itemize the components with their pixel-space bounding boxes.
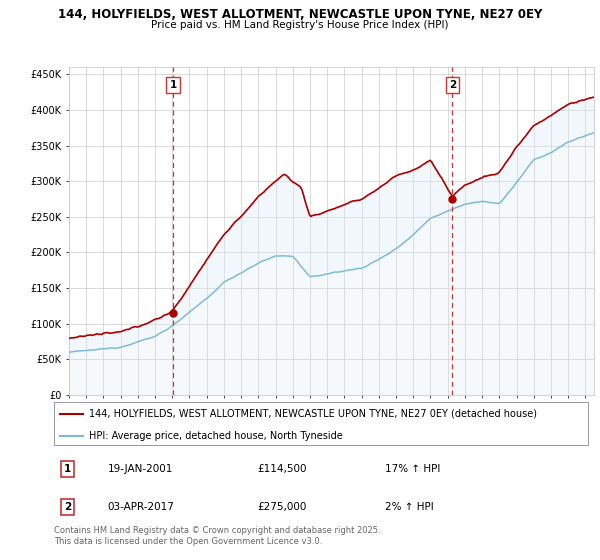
Text: 2: 2 xyxy=(64,502,71,512)
Text: 19-JAN-2001: 19-JAN-2001 xyxy=(107,464,173,474)
Text: 1: 1 xyxy=(170,80,177,90)
Text: £275,000: £275,000 xyxy=(257,502,306,512)
Text: 03-APR-2017: 03-APR-2017 xyxy=(107,502,174,512)
Text: HPI: Average price, detached house, North Tyneside: HPI: Average price, detached house, Nort… xyxy=(89,431,343,441)
Text: Price paid vs. HM Land Registry's House Price Index (HPI): Price paid vs. HM Land Registry's House … xyxy=(151,20,449,30)
Text: 144, HOLYFIELDS, WEST ALLOTMENT, NEWCASTLE UPON TYNE, NE27 0EY (detached house): 144, HOLYFIELDS, WEST ALLOTMENT, NEWCAST… xyxy=(89,409,537,419)
Text: 1: 1 xyxy=(64,464,71,474)
Text: Contains HM Land Registry data © Crown copyright and database right 2025.
This d: Contains HM Land Registry data © Crown c… xyxy=(54,526,380,546)
Text: £114,500: £114,500 xyxy=(257,464,307,474)
Text: 17% ↑ HPI: 17% ↑ HPI xyxy=(385,464,440,474)
Text: 2% ↑ HPI: 2% ↑ HPI xyxy=(385,502,434,512)
Text: 2: 2 xyxy=(449,80,456,90)
Text: 144, HOLYFIELDS, WEST ALLOTMENT, NEWCASTLE UPON TYNE, NE27 0EY: 144, HOLYFIELDS, WEST ALLOTMENT, NEWCAST… xyxy=(58,8,542,21)
